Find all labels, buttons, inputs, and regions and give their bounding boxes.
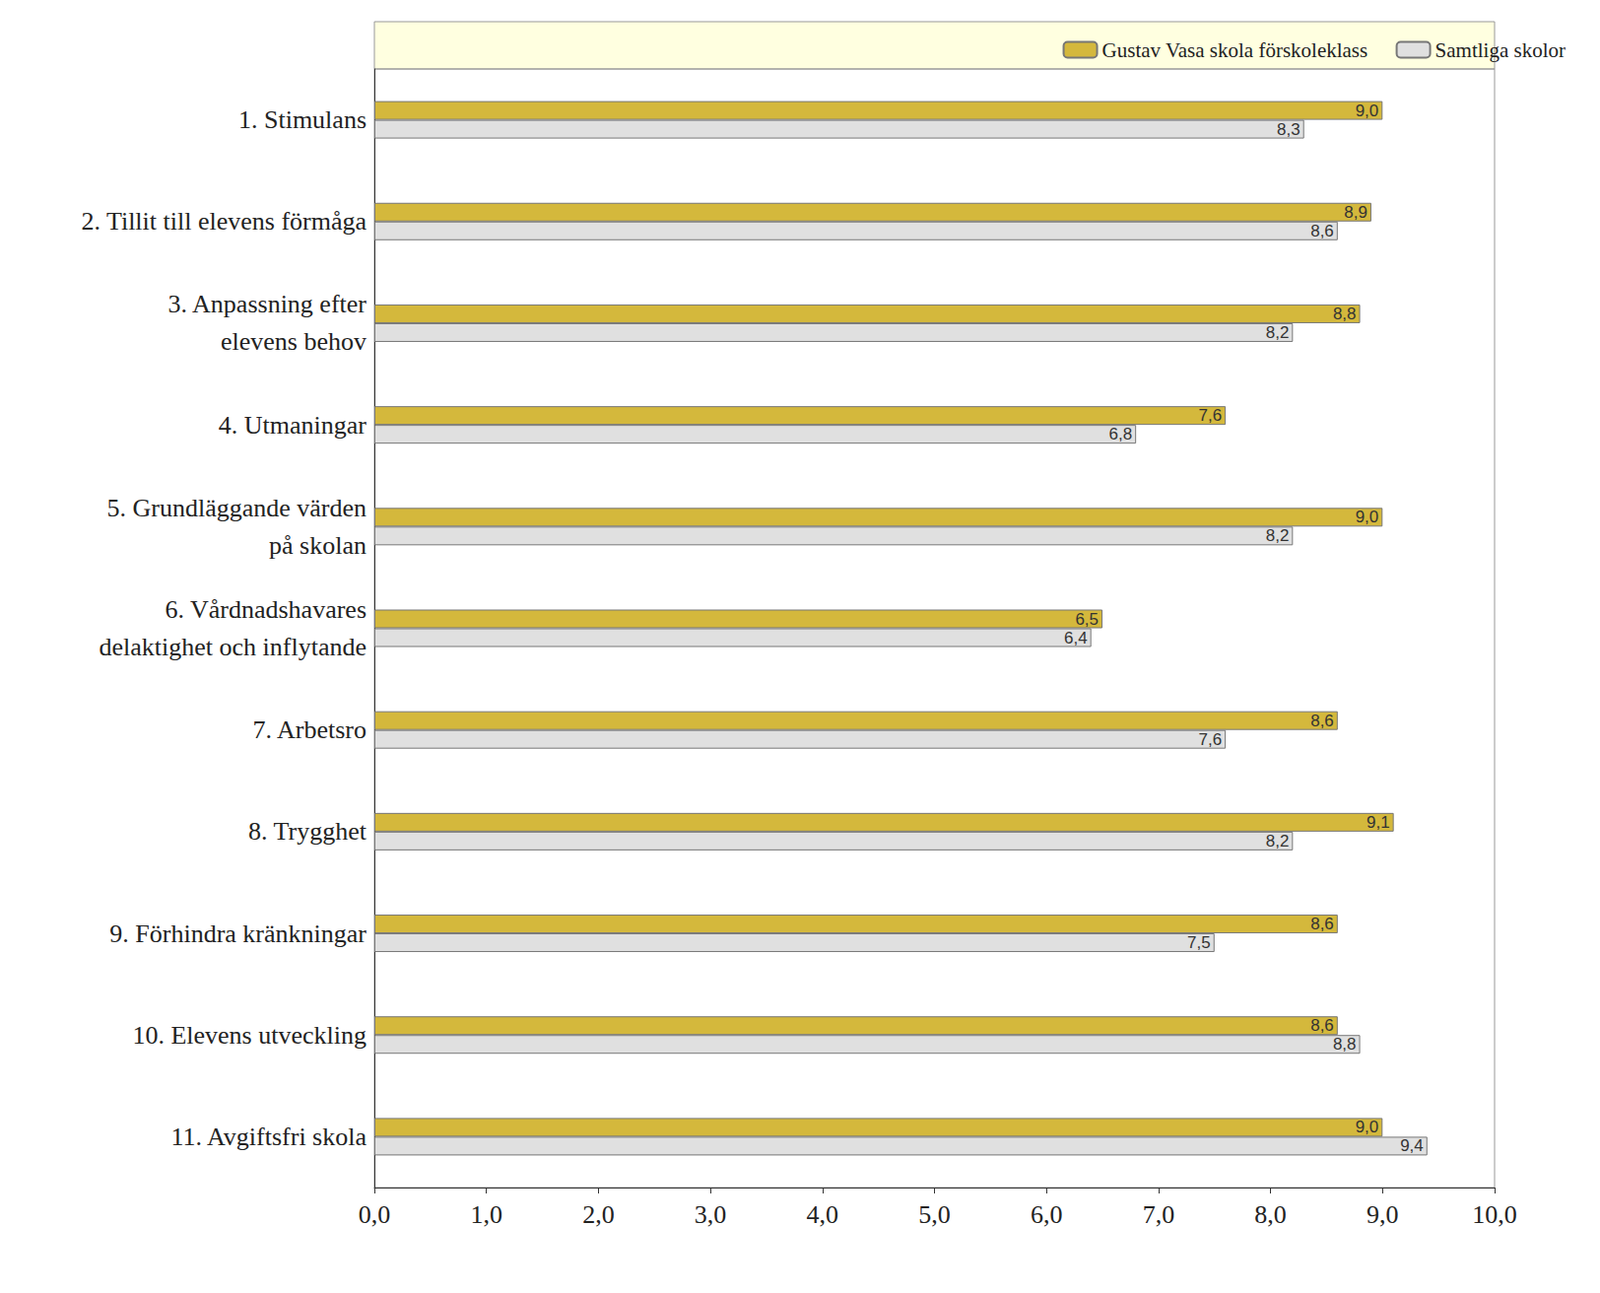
svg-text:5. Grundläggande värden: 5. Grundläggande värden [106, 493, 367, 523]
svg-text:5,0: 5,0 [918, 1200, 951, 1229]
svg-text:2. Tillit till elevens förmåga: 2. Tillit till elevens förmåga [80, 206, 367, 236]
svg-text:6,0: 6,0 [1030, 1200, 1064, 1229]
svg-text:7. Arbetsro: 7. Arbetsro [252, 715, 367, 744]
svg-text:7,6: 7,6 [1198, 730, 1222, 749]
svg-text:8,3: 8,3 [1276, 120, 1301, 139]
svg-text:10. Elevens utveckling: 10. Elevens utveckling [132, 1020, 367, 1050]
svg-text:6. Vårdnadshavares: 6. Vårdnadshavares [164, 595, 367, 624]
svg-text:8,8: 8,8 [1333, 304, 1357, 324]
svg-text:Gustav Vasa skola förskoleklas: Gustav Vasa skola förskoleklass [1102, 38, 1369, 63]
svg-text:8,8: 8,8 [1333, 1034, 1357, 1054]
svg-text:9,0: 9,0 [1355, 507, 1380, 527]
svg-text:8,6: 8,6 [1310, 1015, 1334, 1035]
svg-text:3,0: 3,0 [694, 1200, 728, 1229]
svg-text:10,0: 10,0 [1471, 1200, 1518, 1229]
svg-text:8,0: 8,0 [1254, 1200, 1287, 1229]
svg-text:0,0: 0,0 [358, 1200, 392, 1229]
svg-text:7,5: 7,5 [1187, 933, 1211, 952]
svg-text:Samtliga skolor: Samtliga skolor [1435, 38, 1566, 63]
svg-text:1. Stimulans: 1. Stimulans [238, 105, 367, 134]
svg-text:8,9: 8,9 [1343, 202, 1368, 222]
svg-text:11. Avgiftsfri skola: 11. Avgiftsfri skola [170, 1122, 367, 1151]
svg-text:6,5: 6,5 [1074, 609, 1099, 629]
svg-text:4,0: 4,0 [806, 1200, 840, 1229]
svg-text:9,1: 9,1 [1366, 812, 1391, 832]
svg-text:1,0: 1,0 [469, 1200, 503, 1229]
svg-text:6,8: 6,8 [1109, 424, 1134, 444]
svg-text:2,0: 2,0 [582, 1200, 615, 1229]
svg-text:9. Förhindra kränkningar: 9. Förhindra kränkningar [109, 919, 367, 948]
svg-text:3. Anpassning efter: 3. Anpassning efter [168, 289, 368, 319]
svg-text:9,0: 9,0 [1366, 1200, 1400, 1229]
svg-text:delaktighet och inflytande: delaktighet och inflytande [99, 632, 367, 662]
svg-text:9,0: 9,0 [1355, 101, 1380, 121]
svg-text:9,4: 9,4 [1400, 1135, 1424, 1155]
svg-text:8,2: 8,2 [1266, 526, 1290, 545]
svg-text:7,0: 7,0 [1142, 1200, 1176, 1229]
svg-text:7,6: 7,6 [1198, 405, 1222, 425]
svg-text:6,4: 6,4 [1064, 628, 1088, 648]
svg-text:8,6: 8,6 [1310, 711, 1334, 731]
svg-text:8. Trygghet: 8. Trygghet [248, 816, 368, 846]
svg-text:9,0: 9,0 [1355, 1117, 1380, 1136]
svg-text:8,6: 8,6 [1310, 221, 1334, 241]
svg-text:på skolan: på skolan [268, 531, 367, 560]
svg-text:8,2: 8,2 [1266, 323, 1290, 342]
svg-text:8,2: 8,2 [1266, 831, 1290, 851]
svg-text:8,6: 8,6 [1310, 914, 1334, 934]
svg-text:elevens behov: elevens behov [220, 327, 367, 356]
svg-text:4. Utmaningar: 4. Utmaningar [218, 410, 368, 440]
